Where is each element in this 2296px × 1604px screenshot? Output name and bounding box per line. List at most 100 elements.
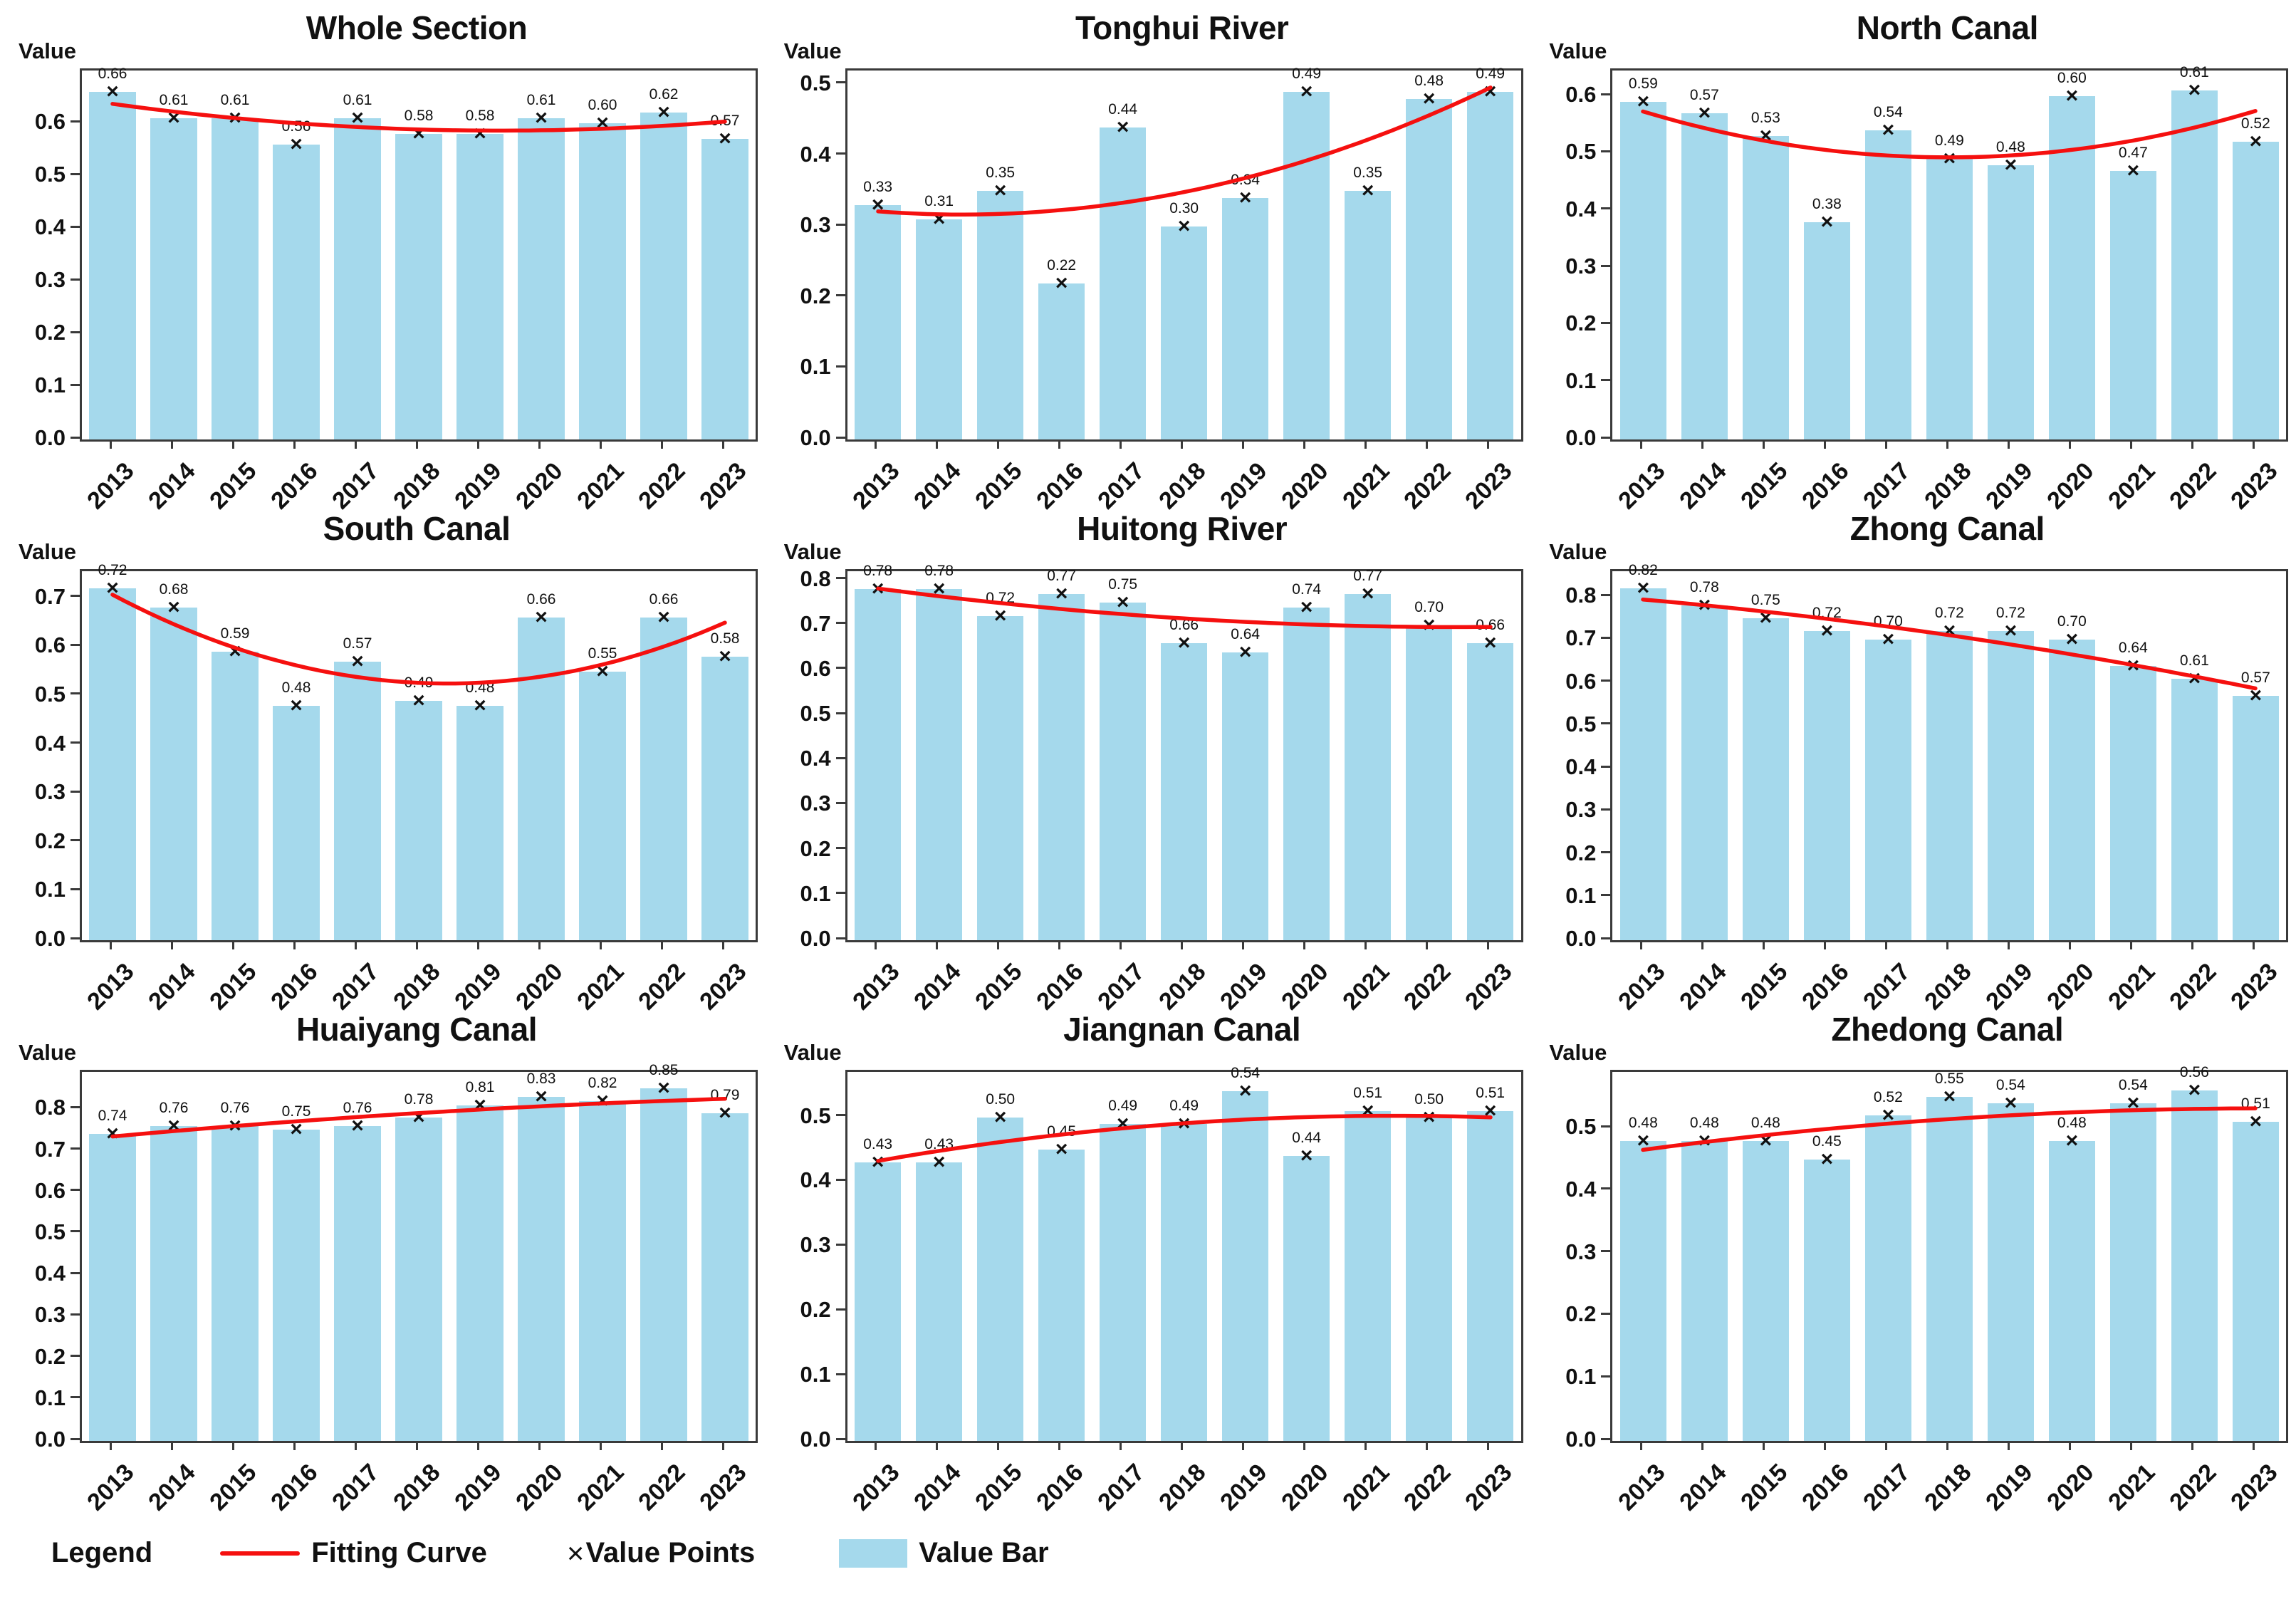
value-point-marker: × [290, 1118, 303, 1142]
value-label: 0.44 [1292, 1130, 1322, 1147]
value-label: 0.72 [1995, 605, 2025, 622]
y-tick-label: 0.3 [34, 779, 66, 805]
x-tick-mark [2191, 940, 2193, 949]
value-bar [518, 118, 565, 439]
value-point-marker: × [535, 1084, 548, 1108]
x-tick-mark [1946, 1441, 1948, 1450]
y-tick-label: 0.5 [34, 162, 66, 187]
chart-title: Huitong River [1077, 510, 1288, 547]
y-tick-label: 0.7 [34, 583, 66, 609]
value-label: 0.59 [220, 625, 250, 642]
value-point-marker: × [2127, 158, 2140, 182]
x-tick-mark [2068, 940, 2071, 949]
value-bar [1344, 1110, 1392, 1441]
chart-panel: Whole Section Value × 0.66 × 0.61 × 0.61 × 0.56… [0, 0, 766, 514]
value-label: 0.43 [863, 1136, 893, 1153]
value-bar [518, 618, 565, 940]
plot-area: × 0.43 × 0.43 × 0.50 × 0.45 × 0.49 × 0.49 × 0.54 × 0.44… [845, 1065, 1523, 1443]
x-tick-mark [1242, 1441, 1245, 1450]
value-point-marker: × [474, 693, 486, 717]
chart-panel: North Canal Value × 0.59 × 0.57 × 0.53 × 0.38 × 0… [1530, 0, 2296, 514]
x-tick-mark [1181, 1441, 1184, 1450]
chart-panel: Huaiyang Canal Value × 0.74 × 0.76 × 0.76 × 0.7… [0, 1001, 766, 1516]
value-point-marker: × [1483, 631, 1497, 655]
y-tick-mark [71, 1355, 80, 1358]
y-tick-label: 0.2 [1565, 1301, 1597, 1327]
value-bar [1038, 593, 1085, 940]
value-point-marker: × [871, 1150, 885, 1175]
y-axis-label: Value [19, 38, 76, 63]
chart-panel: South Canal Value × 0.72 × 0.68 × 0.59 × 0.48 × 0… [0, 501, 766, 1015]
value-bar [1038, 1150, 1085, 1441]
value-label: 0.74 [1292, 580, 1322, 598]
x-tick-mark [1701, 940, 1703, 949]
value-bar [89, 1134, 136, 1441]
value-bar [1283, 607, 1330, 940]
value-label: 0.77 [1353, 567, 1383, 584]
y-tick-label: 0.3 [800, 1232, 831, 1258]
value-point-marker: × [1238, 640, 1252, 664]
y-tick-mark [71, 1189, 80, 1192]
y-tick-label: 0.3 [800, 212, 831, 238]
value-point-marker: × [1116, 1111, 1129, 1135]
value-label: 0.75 [281, 1103, 311, 1120]
value-bar [334, 118, 381, 439]
x-tick-mark [1120, 439, 1122, 449]
x-tick-mark [354, 1441, 357, 1450]
y-tick-label: 0.0 [1565, 425, 1597, 450]
value-point-marker: × [2188, 78, 2201, 103]
x-tick-mark [2129, 940, 2132, 949]
value-label: 0.48 [1414, 72, 1444, 89]
value-bar [1038, 283, 1085, 439]
x-tick-mark [2252, 1441, 2255, 1450]
value-bar [1619, 1140, 1666, 1441]
y-tick-label: 0.5 [34, 681, 66, 707]
y-tick-mark [71, 1105, 80, 1108]
y-tick-mark [1601, 264, 1611, 267]
y-tick-mark [835, 712, 845, 714]
value-label: 0.56 [281, 118, 311, 135]
value-bar [1405, 1117, 1453, 1441]
y-tick-label: 0.1 [800, 1362, 831, 1387]
value-label: 0.43 [924, 1136, 954, 1153]
value-bar [1160, 226, 1208, 439]
value-bar [854, 1162, 902, 1441]
value-label: 0.49 [1108, 1097, 1138, 1114]
value-point-marker: × [719, 127, 731, 151]
y-tick-label: 0.3 [800, 791, 831, 816]
value-point-marker: × [2065, 84, 2079, 108]
y-tick-mark [71, 278, 80, 281]
value-point-marker: × [657, 1076, 670, 1100]
y-tick-mark [71, 1147, 80, 1150]
value-label: 0.75 [1750, 592, 1780, 609]
x-tick-mark [660, 1441, 663, 1450]
value-point-marker: × [1943, 619, 1956, 643]
value-label: 0.48 [1689, 1114, 1719, 1131]
value-point-marker: × [1238, 1079, 1252, 1103]
value-bar [89, 588, 136, 940]
value-bar [456, 1105, 503, 1441]
value-label: 0.59 [1628, 75, 1658, 93]
value-label: 0.55 [588, 645, 617, 662]
value-label: 0.61 [526, 91, 556, 108]
x-tick-mark [538, 439, 541, 449]
x-tick-mark [997, 940, 1000, 949]
value-bar [915, 1162, 963, 1441]
value-bar [1160, 643, 1208, 940]
value-label: 0.70 [1873, 613, 1903, 630]
value-point-marker: × [1238, 186, 1252, 210]
value-label: 0.66 [1169, 617, 1199, 634]
x-tick-mark [1058, 439, 1061, 449]
value-point-marker: × [871, 193, 885, 217]
x-tick-mark [875, 1441, 877, 1450]
y-tick-mark [71, 937, 80, 939]
value-point-marker: × [1637, 1128, 1650, 1152]
value-label: 0.76 [343, 1099, 372, 1116]
value-point-marker: × [2249, 683, 2263, 707]
y-tick-label: 0.0 [800, 425, 831, 450]
value-bar [1681, 605, 1728, 940]
value-bar-label: Value Bar [919, 1537, 1049, 1568]
value-points-label: Value Points [585, 1537, 756, 1568]
y-tick-label: 0.0 [800, 926, 831, 951]
value-bar [1344, 593, 1392, 940]
